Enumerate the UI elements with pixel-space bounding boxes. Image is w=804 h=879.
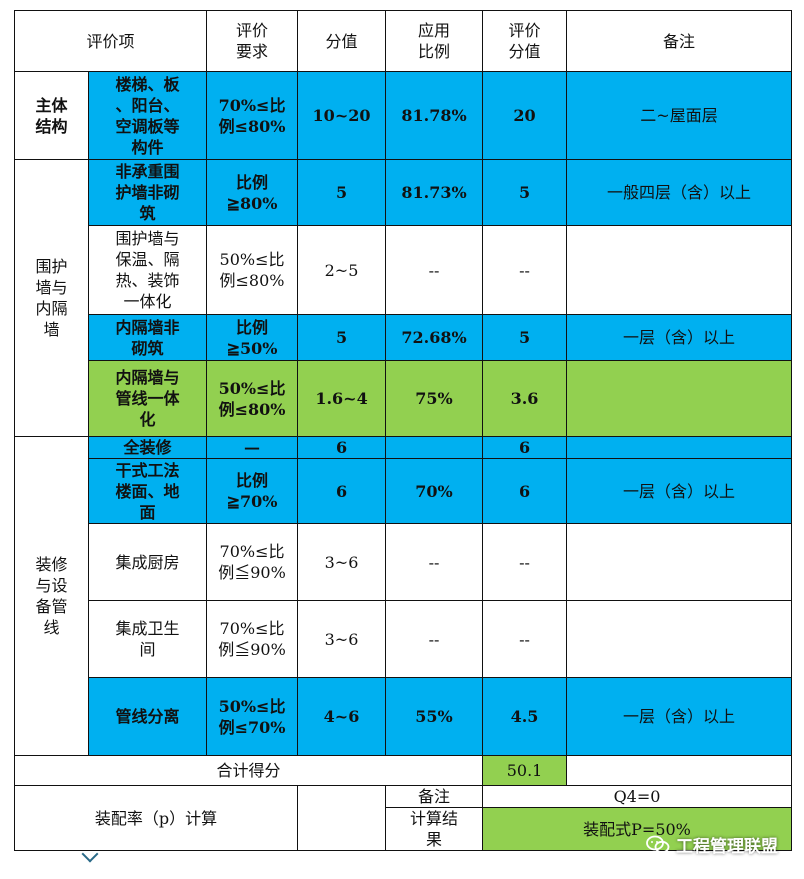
row-eval: 3.6 <box>482 360 568 437</box>
row-item: 内隔墙与 管线一体 化 <box>87 360 208 437</box>
row-score: 10~20 <box>297 71 387 160</box>
header-remark: 备注 <box>566 10 793 72</box>
row-item: 围护墙与 保温、隔 热、装饰 一体化 <box>87 225 208 315</box>
wechat-icon <box>646 835 670 853</box>
row-item: 楼梯、板 、阳台、 空调板等 构件 <box>87 71 208 160</box>
table-row: 集成厨房 70%≤比 例≦90% 3~6 -- -- <box>15 523 793 601</box>
header-score-value: 分值 <box>297 10 387 72</box>
watermark-text: 工程管理联盟 <box>676 837 778 857</box>
row-eval: 4.5 <box>482 677 568 756</box>
table-row: 内隔墙与 管线一体 化 50%≤比 例≤80% 1.6~4 75% 3.6 <box>15 360 793 437</box>
calc-remark-label: 备注 <box>385 785 484 808</box>
row-requirement: 比例 ≧70% <box>206 458 299 524</box>
row-item: 全装修 <box>87 436 208 459</box>
row-ratio: -- <box>385 523 484 601</box>
table-row: 围护 墙与 内隔 墙 非承重围 护墙非砌 筑 比例 ≧80% 5 81.73% … <box>14 159 793 437</box>
section-decoration: 装修 与设 备管 线 <box>14 436 89 756</box>
row-requirement: — <box>206 436 299 459</box>
header-requirement: 评价 要求 <box>206 10 299 72</box>
row-ratio: 70% <box>385 458 484 524</box>
row-ratio <box>385 436 484 459</box>
row-requirement: 比例 ≧80% <box>206 159 299 226</box>
row-ratio: -- <box>385 600 484 678</box>
header-apply-ratio: 应用 比例 <box>385 10 484 72</box>
header-item: 评价项 <box>13 10 208 72</box>
row-score: 4~6 <box>297 677 387 756</box>
row-ratio: 55% <box>385 677 484 756</box>
row-score: 1.6~4 <box>297 360 387 437</box>
row-item: 管线分离 <box>87 677 208 756</box>
row-ratio: -- <box>385 225 484 315</box>
header-eval-score: 评价 分值 <box>482 10 568 72</box>
table-row: 管线分离 50%≤比 例≤70% 4~6 55% 4.5 一层（含）以上 <box>15 677 793 756</box>
row-eval: 5 <box>482 314 568 361</box>
row-ratio: 81.73% <box>385 159 484 226</box>
row-ratio: 72.68% <box>385 314 484 361</box>
row-requirement: 50%≤比 例≤70% <box>206 677 299 756</box>
table-row: 装修 与设 备管 线 全装修 — 6 6 <box>14 436 793 756</box>
row-note <box>566 436 793 459</box>
row-note: 一般四层（含）以上 <box>566 159 793 226</box>
calc-row: 计算结 果 装配式P=50% <box>15 807 793 851</box>
row-requirement: 70%≤比 例≦90% <box>206 523 299 601</box>
calc-result-label: 计算结 果 <box>385 807 484 851</box>
calc-row: 装配率（p）计算 备注 Q4=0 <box>13 785 793 851</box>
row-score: 5 <box>297 159 387 226</box>
section-main-structure: 主体 结构 <box>14 71 89 160</box>
row-requirement: 比例 ≧50% <box>206 314 299 361</box>
row-ratio: 81.78% <box>385 71 484 160</box>
row-score: 2~5 <box>297 225 387 315</box>
table-row: 集成卫生 间 70%≤比 例≦90% 3~6 -- -- <box>15 600 793 678</box>
table-row: 围护墙与 保温、隔 热、装饰 一体化 50%≤比 例≤80% 2~5 -- -- <box>15 225 793 315</box>
table-row: 内隔墙非 砌筑 比例 ≧50% 5 72.68% 5 一层（含）以上 <box>15 314 793 361</box>
section-envelope: 围护 墙与 内隔 墙 <box>14 159 89 437</box>
row-eval: -- <box>482 225 568 315</box>
row-note: 一层（含）以上 <box>566 458 793 524</box>
assembly-rate-table: 评价项 评价 要求 分值 应用 比例 评价 分值 备注 主体 结构 楼梯、板 、… <box>13 10 793 851</box>
row-eval: -- <box>482 523 568 601</box>
row-item: 集成厨房 <box>87 523 208 601</box>
watermark: 工程管理联盟 <box>646 832 778 857</box>
table-row: 主体 结构 楼梯、板 、阳台、 空调板等 构件 70%≤比 例≤80% 10~2… <box>14 71 793 160</box>
row-item: 干式工法 楼面、地 面 <box>87 458 208 524</box>
row-item: 内隔墙非 砌筑 <box>87 314 208 361</box>
row-requirement: 50%≤比 例≤80% <box>206 225 299 315</box>
header-row: 评价项 评价 要求 分值 应用 比例 评价 分值 备注 <box>13 10 793 72</box>
row-eval: 6 <box>482 458 568 524</box>
row-note <box>566 600 793 678</box>
row-ratio: 75% <box>385 360 484 437</box>
table-row: 干式工法 楼面、地 面 比例 ≧70% 6 70% 6 一层（含）以上 <box>15 458 793 524</box>
row-score: 5 <box>297 314 387 361</box>
total-label: 合计得分 <box>13 755 484 786</box>
total-value: 50.1 <box>482 755 568 786</box>
calc-result-value: 装配式P=50% <box>482 807 793 851</box>
row-score: 6 <box>297 436 387 459</box>
row-note <box>566 360 793 437</box>
total-row: 合计得分 50.1 <box>13 755 793 786</box>
row-item: 集成卫生 间 <box>87 600 208 678</box>
row-eval: -- <box>482 600 568 678</box>
row-score: 3~6 <box>297 523 387 601</box>
row-requirement: 50%≤比 例≤80% <box>206 360 299 437</box>
row-requirement: 70%≤比 例≦90% <box>206 600 299 678</box>
row-eval: 5 <box>482 159 568 226</box>
total-note <box>566 755 793 786</box>
row-score: 3~6 <box>297 600 387 678</box>
calc-label: 装配率（p）计算 <box>13 785 299 851</box>
row-note: 二~屋面层 <box>566 71 793 160</box>
row-note <box>566 523 793 601</box>
row-note <box>566 225 793 315</box>
row-note: 一层（含）以上 <box>566 677 793 756</box>
calc-empty <box>297 785 387 851</box>
row-item: 非承重围 护墙非砌 筑 <box>87 159 208 226</box>
row-eval: 6 <box>482 436 568 459</box>
row-score: 6 <box>297 458 387 524</box>
row-eval: 20 <box>482 71 568 160</box>
row-note: 一层（含）以上 <box>566 314 793 361</box>
row-requirement: 70%≤比 例≤80% <box>206 71 299 160</box>
calc-remark-value: Q4=0 <box>482 785 793 808</box>
